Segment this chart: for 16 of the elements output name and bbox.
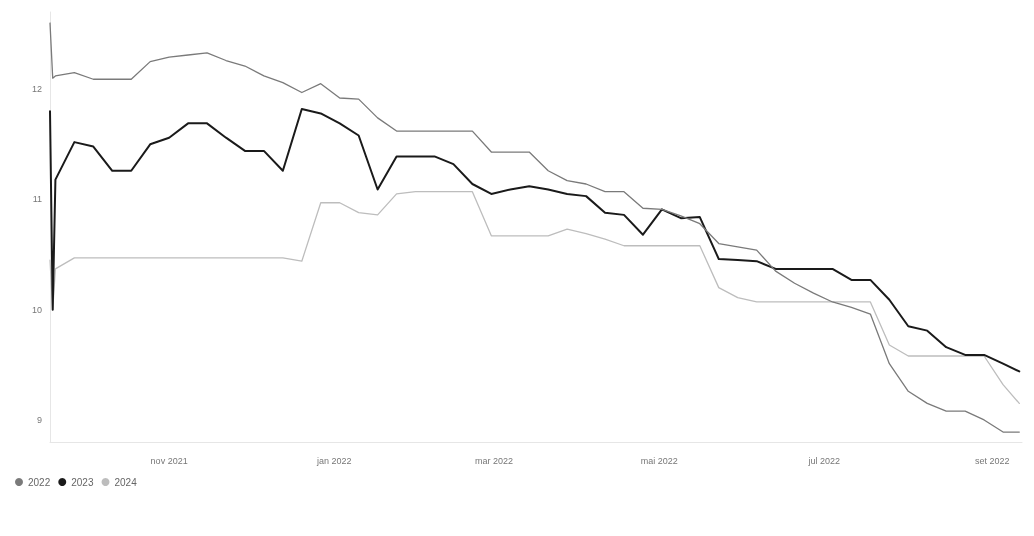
y-tick-label: 12	[31, 84, 42, 95]
line-series	[49, 191, 1020, 405]
x-tick-label: nov 2021	[150, 455, 188, 466]
x-tick-label: jul 2022	[807, 455, 841, 466]
x-tick-label: jan 2022	[316, 455, 352, 466]
x-tick-label: set 2022	[974, 455, 1010, 466]
legend-label: 2022	[28, 476, 51, 488]
x-tick-label: mar 2022	[475, 455, 514, 466]
y-tick-label: 11	[32, 194, 42, 205]
y-tick-label: 10	[31, 304, 42, 315]
y-tick-label: 9	[36, 414, 42, 425]
line-series	[49, 108, 1021, 373]
line-series	[49, 22, 1020, 433]
legend-label: 2023	[71, 476, 94, 488]
legend-label: 2024	[114, 476, 138, 488]
x-tick-label: mai 2022	[640, 455, 678, 466]
